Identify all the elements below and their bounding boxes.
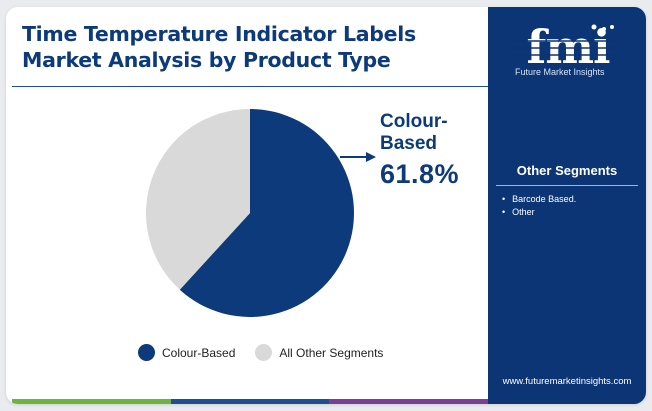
segments-divider bbox=[496, 185, 638, 186]
website-link[interactable]: www.futuremarketinsights.com bbox=[502, 376, 632, 387]
other-segments-title: Other Segments bbox=[516, 163, 618, 178]
legend-item-all-other-segments: All Other Segments bbox=[255, 344, 383, 361]
callout-label-line-2: Based bbox=[380, 133, 438, 154]
segment-item: Barcode Based. bbox=[502, 193, 576, 206]
callout-value: 61.8% bbox=[380, 159, 460, 189]
svg-text:fmi: fmi bbox=[527, 20, 610, 74]
sidebar: fmi Future Market Insights Other Segment… bbox=[488, 7, 646, 404]
chart-title: Time Temperature Indicator Labels Market… bbox=[22, 21, 482, 73]
title-divider bbox=[12, 86, 488, 87]
legend: Colour-Based All Other Segments bbox=[138, 344, 403, 361]
segments-list: Barcode Based. Other bbox=[502, 193, 576, 219]
legend-label-colour-based: Colour-Based bbox=[162, 345, 236, 360]
chart-title-line-1: Time Temperature Indicator Labels bbox=[22, 22, 416, 46]
callout-label-line-1: Colour- bbox=[380, 111, 448, 132]
legend-swatch-colour-based bbox=[138, 344, 155, 361]
fmi-logo-icon: fmi bbox=[516, 20, 620, 74]
bottom-bar-green bbox=[12, 399, 171, 404]
legend-item-colour-based: Colour-Based bbox=[138, 344, 235, 361]
pie-slice-colour-based bbox=[179, 109, 354, 317]
callout-arrow-head bbox=[366, 152, 376, 162]
legend-label-all-other-segments: All Other Segments bbox=[279, 345, 384, 360]
chart-title-line-2: Market Analysis by Product Type bbox=[22, 48, 391, 72]
callout: Colour- Based 61.8% bbox=[380, 111, 459, 190]
pie-chart bbox=[145, 109, 376, 317]
report-card: Time Temperature Indicator Labels Market… bbox=[6, 7, 646, 404]
bottom-bar-blue bbox=[170, 399, 330, 404]
brand-name: Future Market Insights bbox=[515, 67, 605, 77]
bottom-color-bar bbox=[12, 399, 489, 404]
bottom-bar-purple bbox=[329, 399, 489, 404]
legend-swatch-all-other-segments bbox=[255, 344, 273, 361]
segment-item: Other bbox=[502, 206, 576, 219]
pie-slice-all-other-segments bbox=[145, 109, 250, 290]
